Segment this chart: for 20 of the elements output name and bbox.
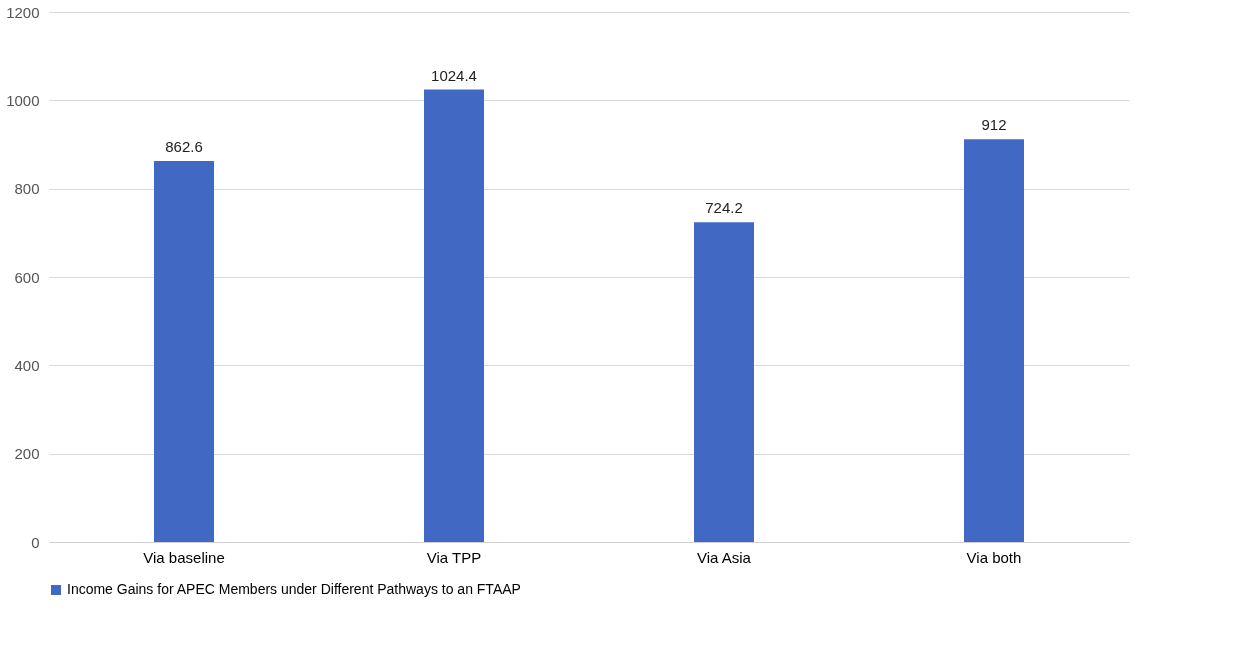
y-tick-label: 800 [14,180,40,198]
bar [694,222,754,542]
x-tick-label: Via baseline [143,548,225,566]
data-label: 912 [981,116,1007,134]
bar [424,89,484,542]
x-tick-label: Via TPP [426,548,482,566]
data-label: 862.6 [165,138,203,156]
x-tick-label: Via Asia [697,548,752,566]
y-tick-label: 1000 [6,91,40,109]
y-tick-label: 200 [14,445,40,463]
y-tick-label: 600 [14,268,40,286]
legend-label: Income Gains for APEC Members under Different Pathways to an FTAAP [67,581,521,597]
y-tick-label: 0 [31,533,40,551]
bar [154,161,214,542]
bar [964,139,1024,542]
data-label: 1024.4 [431,66,477,84]
y-tick-label: 1200 [6,3,40,21]
y-tick-label: 400 [14,356,40,374]
data-label: 724.2 [705,199,743,217]
x-tick-label: Via both [966,548,1022,566]
